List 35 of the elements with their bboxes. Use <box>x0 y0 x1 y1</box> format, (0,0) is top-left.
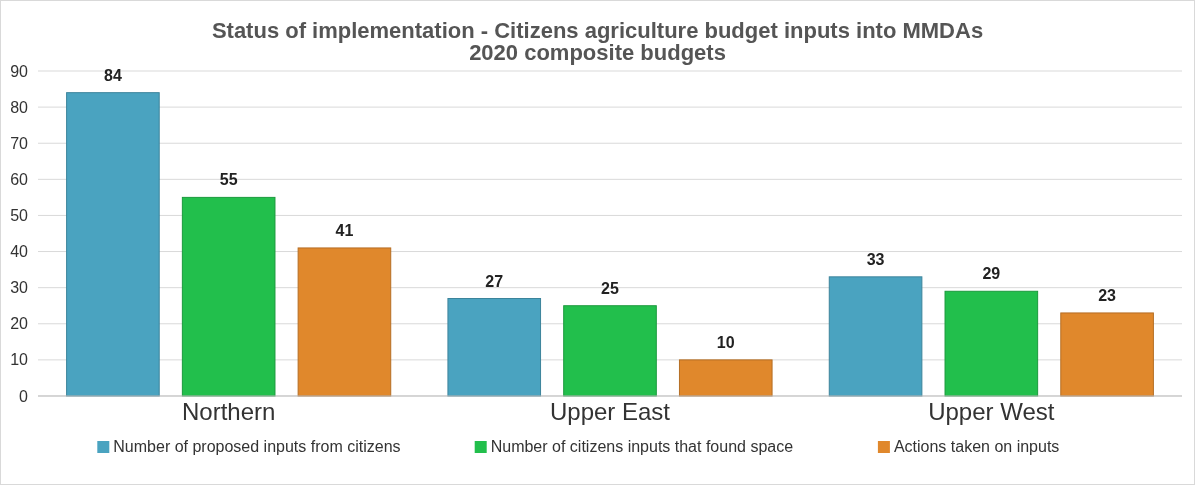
data-label: 29 <box>982 265 1001 283</box>
bar <box>678 359 773 397</box>
data-label: 33 <box>866 250 885 268</box>
y-tick-label: 60 <box>10 170 29 188</box>
y-tick-label: 20 <box>10 315 29 333</box>
data-label: 25 <box>601 279 619 297</box>
legend-label: Number of proposed inputs from citizens <box>113 438 401 455</box>
x-tick-label: Upper West <box>928 398 1055 425</box>
data-label: 10 <box>716 333 735 351</box>
data-label: 23 <box>1098 286 1117 304</box>
bar <box>1060 312 1154 397</box>
bar <box>447 298 542 397</box>
y-tick-label: 70 <box>10 134 29 152</box>
y-tick-label: 80 <box>10 98 29 116</box>
bar <box>828 276 923 397</box>
x-tick-label: Northern <box>181 398 276 425</box>
data-label: 84 <box>104 66 122 84</box>
data-label: 41 <box>335 221 354 239</box>
data-label: 27 <box>485 272 504 290</box>
y-tick-label: 50 <box>10 207 29 225</box>
bar <box>563 305 657 397</box>
legend-label: Actions taken on inputs <box>893 438 1060 455</box>
x-tick-label: Upper East <box>549 398 671 425</box>
y-tick-label: 0 <box>19 387 29 405</box>
chart-title: Status of implementation - Citizens agriculture budget inputs into MMDAs 2020 composite budgets <box>211 18 984 65</box>
y-tick-label: 10 <box>10 351 29 369</box>
legend-label: Number of citizens inputs that found space <box>490 438 794 455</box>
bar <box>944 290 1039 397</box>
y-tick-label: 30 <box>10 279 29 297</box>
data-label: 55 <box>219 171 238 189</box>
y-tick-label: 40 <box>10 243 29 261</box>
bar <box>66 92 160 397</box>
y-tick-label: 90 <box>10 62 29 80</box>
bar <box>297 247 392 397</box>
bar <box>181 196 276 397</box>
